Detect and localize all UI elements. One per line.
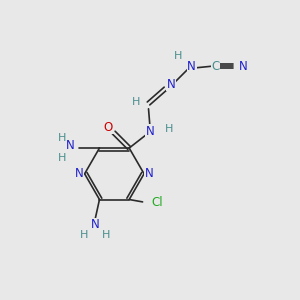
Text: N: N xyxy=(91,218,99,231)
Text: N: N xyxy=(187,60,196,73)
Text: H: H xyxy=(80,230,88,240)
Text: Cl: Cl xyxy=(152,196,163,209)
Text: H: H xyxy=(58,153,67,164)
Text: H: H xyxy=(58,133,67,142)
Text: N: N xyxy=(75,167,84,180)
Text: N: N xyxy=(145,167,154,180)
Text: N: N xyxy=(65,139,74,152)
Text: N: N xyxy=(239,60,248,73)
Text: H: H xyxy=(102,230,110,240)
Text: O: O xyxy=(104,121,113,134)
Text: H: H xyxy=(174,52,182,61)
Text: N: N xyxy=(146,125,154,138)
Text: N: N xyxy=(167,78,175,91)
Text: C: C xyxy=(211,60,220,73)
Text: H: H xyxy=(165,124,173,134)
Text: H: H xyxy=(132,97,140,107)
